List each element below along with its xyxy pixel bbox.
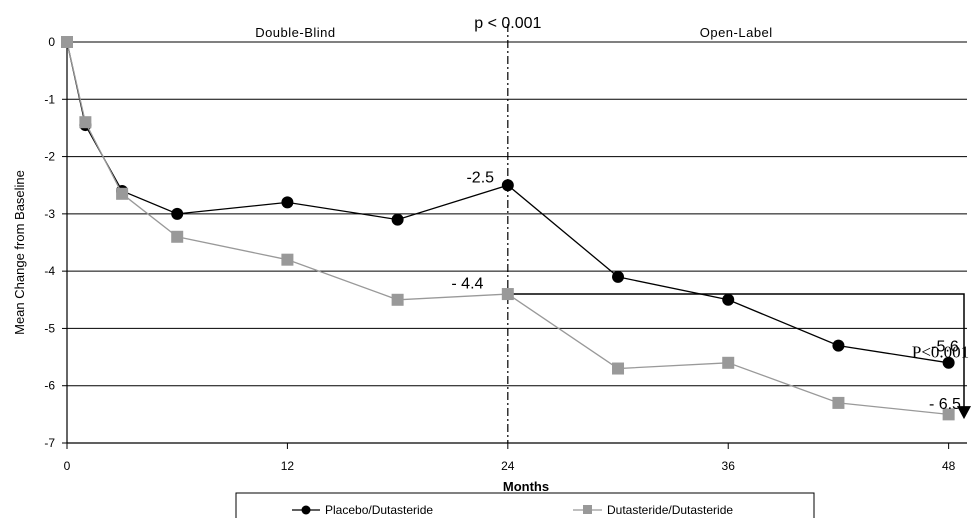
data-point-placebo bbox=[501, 179, 514, 192]
region-label: Open-Label bbox=[700, 25, 773, 40]
data-point-placebo bbox=[281, 196, 294, 209]
data-point-placebo bbox=[832, 339, 845, 352]
x-tick-label: 24 bbox=[501, 459, 515, 473]
grid-lines bbox=[67, 41, 967, 387]
annotation-label: - 4.4 bbox=[451, 276, 483, 293]
x-tick-label: 0 bbox=[64, 459, 71, 473]
data-point-dutasteride bbox=[171, 230, 184, 243]
y-tick-label: -7 bbox=[44, 436, 55, 450]
data-point-dutasteride bbox=[942, 408, 955, 421]
y-axis-title: Mean Change from Baseline bbox=[12, 170, 27, 335]
data-point-dutasteride bbox=[281, 253, 294, 266]
data-point-dutasteride bbox=[61, 36, 73, 48]
y-tick-label: -6 bbox=[44, 379, 55, 393]
x-tick-label: 48 bbox=[942, 459, 956, 473]
data-point-dutasteride bbox=[116, 187, 129, 200]
annotation-label: -2.5 bbox=[466, 170, 494, 187]
annotation-label: - 6.5 bbox=[929, 396, 961, 413]
annotation-label: -5.6 bbox=[931, 339, 959, 356]
x-axis-title: Months bbox=[503, 479, 549, 494]
data-point-dutasteride bbox=[612, 362, 625, 375]
y-tick-label: -4 bbox=[44, 264, 55, 278]
x-tick-label: 36 bbox=[722, 459, 736, 473]
bracket-line bbox=[507, 293, 965, 417]
data-point-placebo bbox=[612, 270, 625, 283]
comparison-bracket bbox=[507, 293, 971, 420]
y-tick-label: -5 bbox=[44, 321, 55, 335]
data-point-dutasteride bbox=[391, 293, 404, 306]
data-point-placebo bbox=[171, 207, 184, 220]
y-tick-label: -1 bbox=[44, 92, 55, 106]
series-group bbox=[61, 36, 955, 421]
annotation-label: p < 0.001 bbox=[474, 15, 541, 32]
chart-labels: Double-Blind Open-Label p < 0.001 -2.5 - 4.4… bbox=[255, 15, 969, 413]
legend-box bbox=[235, 492, 815, 518]
legend: Placebo/Dutasteride Dutasteride/Dutasteri… bbox=[235, 492, 815, 518]
x-tick-label: 12 bbox=[281, 459, 295, 473]
data-point-placebo bbox=[942, 356, 955, 369]
data-point-dutasteride bbox=[722, 356, 735, 369]
data-point-placebo bbox=[391, 213, 404, 226]
y-tick-label: -3 bbox=[44, 207, 55, 221]
region-label: Double-Blind bbox=[255, 25, 335, 40]
annotation-label: P<0.001 bbox=[912, 342, 969, 361]
legend-label-dutasteride: Dutasteride/Dutasteride bbox=[607, 503, 733, 517]
data-point-dutasteride bbox=[832, 396, 845, 409]
axes: 0 -1 -2 -3 -4 -5 -6 -7 0 12 24 36 48 Months Mean Chang… bbox=[12, 35, 967, 494]
data-point-dutasteride bbox=[501, 288, 514, 301]
data-point-dutasteride bbox=[79, 116, 92, 129]
y-tick-label: 0 bbox=[48, 35, 55, 49]
data-point-placebo bbox=[722, 293, 735, 306]
bracket-arrow bbox=[957, 406, 971, 420]
legend-marker-dutasteride bbox=[583, 505, 592, 514]
y-tick-label: -2 bbox=[44, 150, 55, 164]
legend-label-placebo: Placebo/Dutasteride bbox=[325, 503, 433, 517]
legend-marker-placebo bbox=[301, 505, 311, 515]
